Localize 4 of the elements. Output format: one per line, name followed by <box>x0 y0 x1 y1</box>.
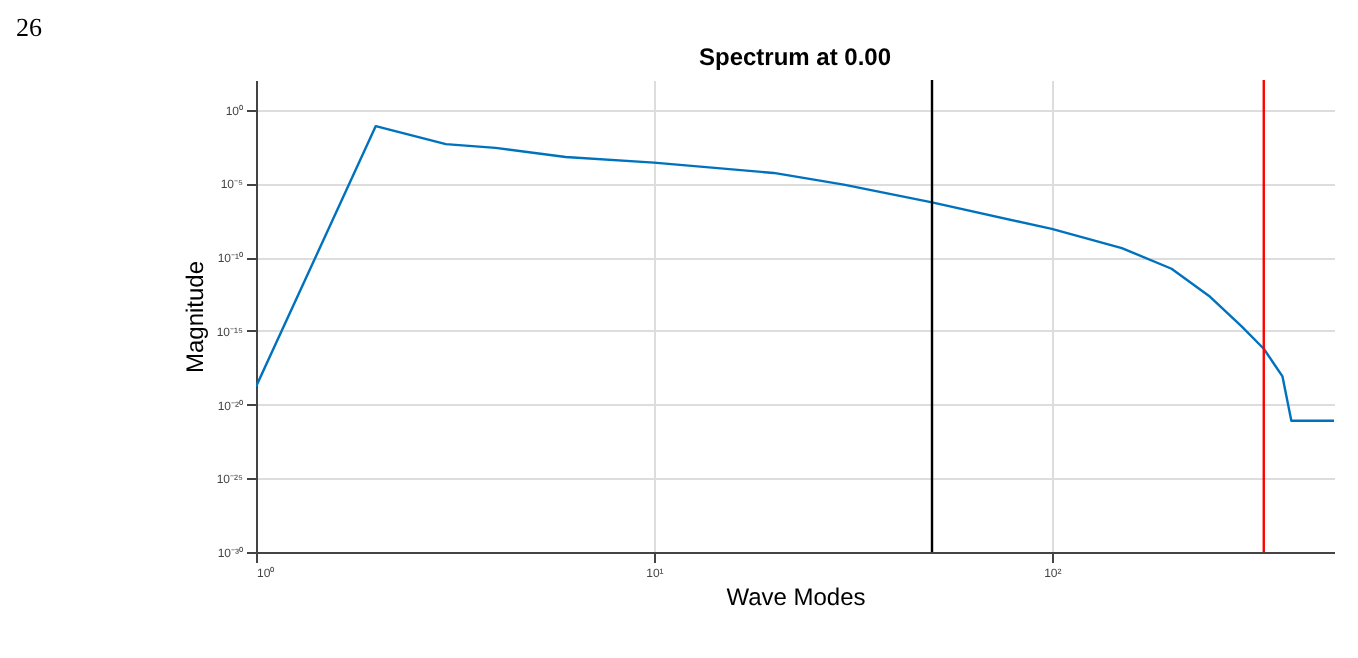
y-axis-title: Magnitude <box>180 260 209 374</box>
chart-title: Spectrum at 0.00 <box>698 42 892 71</box>
text: 26 <box>16 12 42 44</box>
x-axis-title: Wave Modes <box>726 583 866 611</box>
